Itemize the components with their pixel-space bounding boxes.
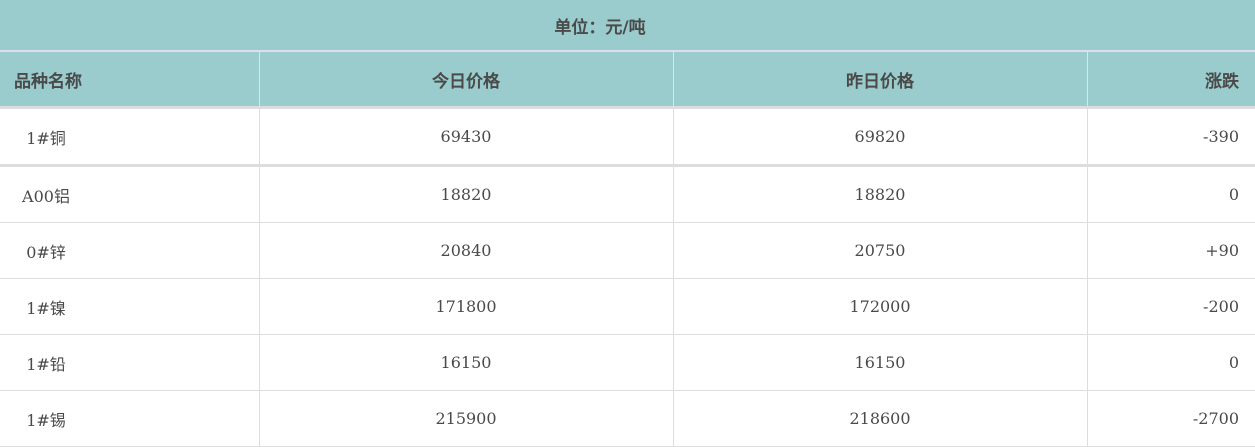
cell-yesterday-price: 16150	[673, 334, 1088, 391]
cell-today-price: 215900	[259, 390, 674, 447]
cell-today-price: 20840	[259, 222, 674, 279]
cell-yesterday-price: 172000	[673, 278, 1088, 335]
cell-change: -2700	[1192, 409, 1239, 428]
cell-variety: 0#锌	[0, 222, 260, 279]
cell-change: +90	[1205, 241, 1239, 260]
table-row: 1#镍 171800 172000 -200	[0, 278, 1255, 335]
cell-variety: 1#铅	[0, 334, 260, 391]
cell-yesterday-price: 69820	[673, 107, 1088, 166]
metal-price-table: 品种名称 今日价格 昨日价格 涨跌 1#铜 69430 69820 -390 A00铝 1…	[0, 52, 1255, 447]
cell-today-price: 69430	[259, 107, 674, 166]
table-row: A00铝 18820 18820 0	[0, 165, 1255, 223]
table-row: 1#锡 215900 218600 -2700	[0, 390, 1255, 447]
table-row: 0#锌 20840 20750 +90	[0, 222, 1255, 279]
cell-change: 0	[1228, 353, 1239, 372]
cell-variety: 1#铜	[0, 107, 260, 166]
table-row: 1#铅 16150 16150 0	[0, 334, 1255, 391]
header-today-price: 今日价格	[259, 52, 674, 108]
cell-yesterday-price: 20750	[673, 222, 1088, 279]
unit-caption: 单位：元/吨	[0, 0, 1255, 52]
cell-change: 0	[1228, 185, 1239, 204]
cell-today-price: 16150	[259, 334, 674, 391]
cell-yesterday-price: 18820	[673, 165, 1088, 223]
header-change: 涨跌	[1087, 52, 1255, 108]
unit-label: 单位：元/吨	[554, 17, 646, 38]
header-variety: 品种名称	[0, 52, 260, 108]
cell-variety: A00铝	[0, 165, 260, 223]
cell-variety: 1#镍	[0, 278, 260, 335]
cell-today-price: 18820	[259, 165, 674, 223]
cell-today-price: 171800	[259, 278, 674, 335]
table-row: 1#铜 69430 69820 -390	[0, 107, 1255, 166]
cell-yesterday-price: 218600	[673, 390, 1088, 447]
table-header-row: 品种名称 今日价格 昨日价格 涨跌	[0, 52, 1255, 108]
header-yesterday-price: 昨日价格	[673, 52, 1088, 108]
cell-variety: 1#锡	[0, 390, 260, 447]
cell-change: -390	[1203, 127, 1239, 146]
cell-change: -200	[1203, 297, 1239, 316]
